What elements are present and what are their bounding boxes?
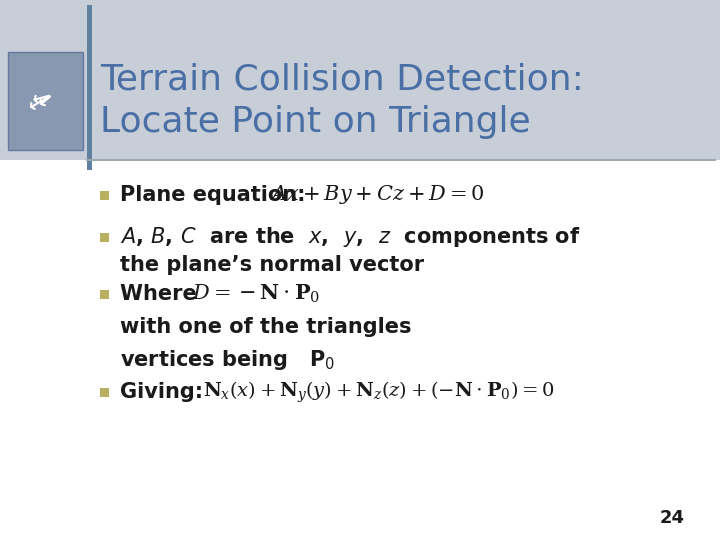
- Text: with one of the triangles: with one of the triangles: [120, 317, 412, 337]
- FancyBboxPatch shape: [100, 290, 109, 299]
- Text: 24: 24: [660, 509, 685, 527]
- FancyBboxPatch shape: [8, 52, 83, 150]
- FancyBboxPatch shape: [100, 388, 109, 397]
- FancyBboxPatch shape: [0, 0, 720, 160]
- Text: Locate Point on Triangle: Locate Point on Triangle: [100, 105, 531, 139]
- Text: $D = -\mathbf{N} \cdot \mathbf{P}_0$: $D = -\mathbf{N} \cdot \mathbf{P}_0$: [192, 283, 320, 305]
- FancyBboxPatch shape: [0, 160, 720, 540]
- Text: $\mathbf{N}_x(x) + \mathbf{N}_y(y) + \mathbf{N}_z(z) + (-\mathbf{N} \cdot \mathb: $\mathbf{N}_x(x) + \mathbf{N}_y(y) + \ma…: [203, 380, 554, 404]
- FancyBboxPatch shape: [87, 5, 92, 170]
- Text: Terrain Collision Detection:: Terrain Collision Detection:: [100, 63, 584, 97]
- Text: Plane equation:: Plane equation:: [120, 185, 320, 205]
- Text: the plane’s normal vector: the plane’s normal vector: [120, 255, 424, 275]
- Text: Giving:: Giving:: [120, 382, 217, 402]
- Text: vertices being   $\mathbf{P}_0$: vertices being $\mathbf{P}_0$: [120, 348, 336, 372]
- Text: $Ax + By + Cz + D = 0$: $Ax + By + Cz + D = 0$: [270, 184, 485, 206]
- FancyBboxPatch shape: [100, 233, 109, 242]
- Text: Where: Where: [120, 284, 211, 304]
- Text: $\mathit{A}$, $\mathit{B}$, $\mathit{C}$  are the  $\mathit{x}$,  $\mathit{y}$, : $\mathit{A}$, $\mathit{B}$, $\mathit{C}$…: [120, 225, 580, 249]
- FancyBboxPatch shape: [100, 191, 109, 200]
